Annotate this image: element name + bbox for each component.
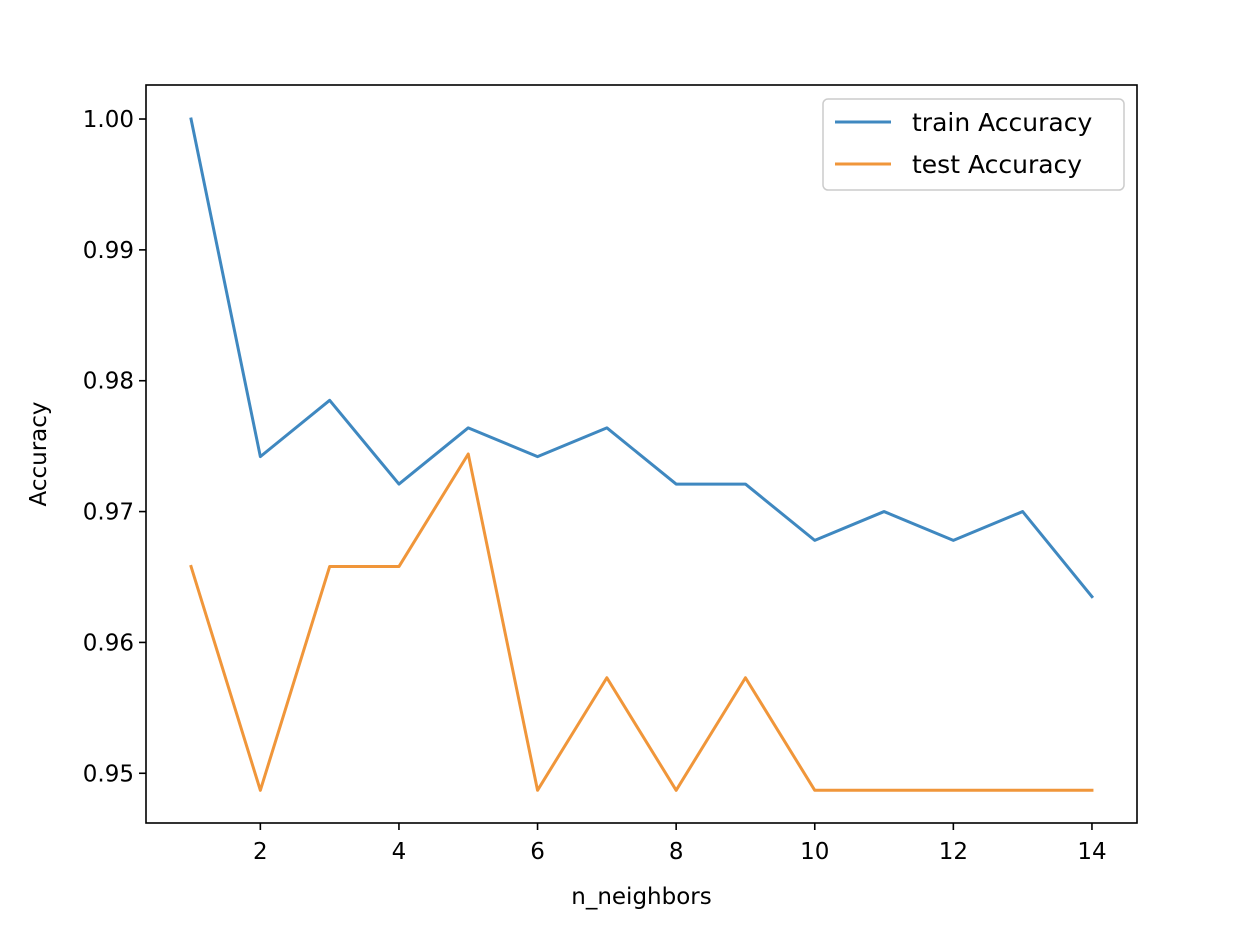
x-tick-label: 8 [669, 839, 684, 865]
series-layer [189, 117, 1095, 792]
plot-frame [145, 84, 1138, 824]
x-tick-label: 14 [1077, 839, 1106, 865]
x-tick-label: 6 [530, 839, 545, 865]
series-line-1 [189, 452, 1094, 792]
y-tick-label: 0.95 [83, 761, 134, 787]
x-tick-label: 12 [939, 839, 968, 865]
y-tick-label: 0.96 [83, 630, 134, 656]
x-axis-ticks: 2 4 6 8 10 12 14 [253, 823, 1107, 865]
x-tick-label: 10 [800, 839, 829, 865]
x-tick-label: 2 [253, 839, 268, 865]
x-axis-label: n_neighbors [571, 884, 711, 910]
y-tick-label: 1.00 [83, 107, 134, 133]
legend-label-1: test Accuracy [912, 150, 1082, 179]
y-axis-ticks: 0.95 0.96 0.97 0.98 0.99 1.00 [83, 107, 146, 787]
legend-box [822, 98, 1125, 191]
legend-entries: train Accuracy test Accuracy [835, 108, 1092, 179]
y-tick-label: 0.98 [83, 369, 134, 395]
x-tick-label: 4 [392, 839, 407, 865]
y-tick-label: 0.99 [83, 238, 134, 264]
y-tick-label: 0.97 [83, 500, 134, 526]
series-line-0 [189, 117, 1095, 599]
legend-label-0: train Accuracy [912, 108, 1092, 137]
legend: train Accuracy test Accuracy [822, 98, 1125, 191]
y-axis-label: Accuracy [26, 401, 52, 506]
